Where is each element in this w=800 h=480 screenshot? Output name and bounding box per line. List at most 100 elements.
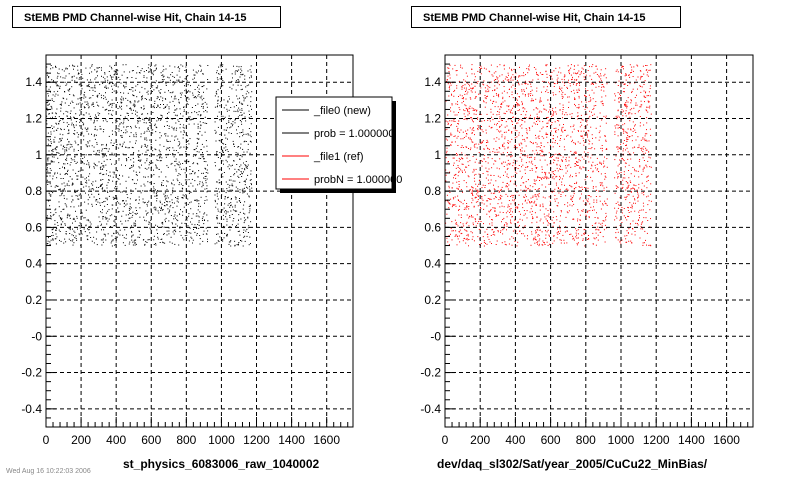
- hit-point: [584, 245, 586, 247]
- hit-point: [105, 86, 107, 88]
- hit-point: [132, 153, 134, 155]
- hit-point: [48, 77, 50, 79]
- hit-point: [201, 69, 202, 71]
- hit-point: [242, 192, 244, 194]
- hit-point: [524, 94, 526, 95]
- hit-point: [166, 200, 168, 202]
- hit-point: [605, 68, 607, 70]
- hit-point: [548, 177, 550, 179]
- hit-point: [493, 148, 495, 150]
- hit-point: [583, 73, 585, 74]
- hit-point: [46, 164, 48, 166]
- hit-point: [135, 243, 137, 245]
- hit-point: [221, 139, 223, 141]
- hit-point: [64, 173, 66, 175]
- hit-point: [177, 145, 179, 147]
- hit-point: [163, 107, 165, 109]
- hit-point: [229, 189, 231, 191]
- hit-point: [121, 146, 123, 148]
- y-axis: -0.4-0.2-00.20.40.60.811.21.4: [21, 54, 56, 428]
- hit-point: [451, 206, 453, 208]
- hit-point: [239, 234, 241, 236]
- hit-point: [152, 74, 154, 76]
- hit-point: [193, 123, 195, 125]
- hit-point: [526, 217, 528, 219]
- hit-point: [509, 212, 511, 213]
- hit-point: [70, 206, 72, 208]
- hit-point: [198, 157, 200, 159]
- hit-point: [47, 159, 49, 161]
- hit-point: [218, 66, 220, 68]
- hit-point: [146, 160, 148, 162]
- hit-point: [55, 112, 57, 114]
- hit-point: [599, 195, 601, 197]
- hit-point: [478, 93, 480, 95]
- hit-point: [483, 148, 485, 150]
- hit-point: [504, 78, 506, 80]
- hit-point: [103, 155, 105, 157]
- hit-point: [236, 155, 238, 157]
- hit-point: [103, 129, 105, 130]
- hit-point: [456, 153, 457, 154]
- hit-point: [534, 157, 536, 159]
- hit-point: [202, 183, 204, 185]
- hit-point: [61, 217, 63, 219]
- hit-point: [117, 233, 119, 235]
- hit-point: [230, 245, 232, 247]
- hit-point: [214, 129, 216, 131]
- hit-point: [155, 165, 157, 167]
- hit-point: [192, 242, 193, 244]
- hit-point: [604, 202, 606, 204]
- hit-point: [74, 220, 76, 222]
- hit-point: [79, 114, 81, 116]
- hit-point: [113, 154, 115, 156]
- hit-point: [144, 98, 146, 99]
- hit-point: [567, 212, 569, 214]
- hit-point: [226, 190, 228, 192]
- hit-point: [569, 69, 571, 71]
- hit-point: [177, 138, 179, 140]
- hit-point: [248, 117, 250, 119]
- hit-point: [73, 219, 75, 220]
- hit-point: [93, 121, 95, 123]
- hit-point: [63, 189, 65, 191]
- hit-point: [157, 225, 158, 227]
- hit-point: [463, 225, 465, 227]
- hit-point: [93, 150, 95, 152]
- hit-point: [561, 129, 563, 131]
- hit-point: [492, 229, 494, 230]
- hit-point: [79, 193, 81, 195]
- hit-point: [148, 118, 150, 120]
- hit-point: [473, 177, 475, 179]
- hit-point: [176, 108, 178, 110]
- hit-point: [559, 188, 561, 190]
- hit-point: [57, 75, 59, 77]
- hit-point: [188, 98, 190, 100]
- hit-point: [144, 131, 146, 133]
- hit-point: [189, 169, 191, 170]
- hit-point: [464, 154, 466, 156]
- hit-point: [485, 242, 486, 244]
- hit-point: [551, 177, 553, 179]
- hit-point: [152, 112, 154, 113]
- hit-point: [184, 95, 186, 96]
- hit-point: [588, 217, 590, 219]
- hit-point: [585, 189, 587, 191]
- hit-point: [132, 90, 134, 92]
- hit-point: [535, 149, 537, 151]
- hit-point: [135, 77, 137, 79]
- hit-point: [591, 78, 593, 80]
- hit-point: [503, 112, 505, 114]
- hit-point: [77, 144, 79, 146]
- hit-point: [545, 91, 547, 93]
- hit-point: [48, 200, 50, 202]
- hit-point: [71, 122, 73, 124]
- hit-point: [569, 184, 571, 186]
- legend-box: [275, 96, 393, 190]
- hit-point: [88, 162, 90, 164]
- hit-point: [151, 129, 153, 131]
- hit-point: [129, 71, 131, 73]
- hit-point: [202, 152, 203, 154]
- hit-point: [162, 65, 164, 67]
- hit-point: [82, 124, 84, 126]
